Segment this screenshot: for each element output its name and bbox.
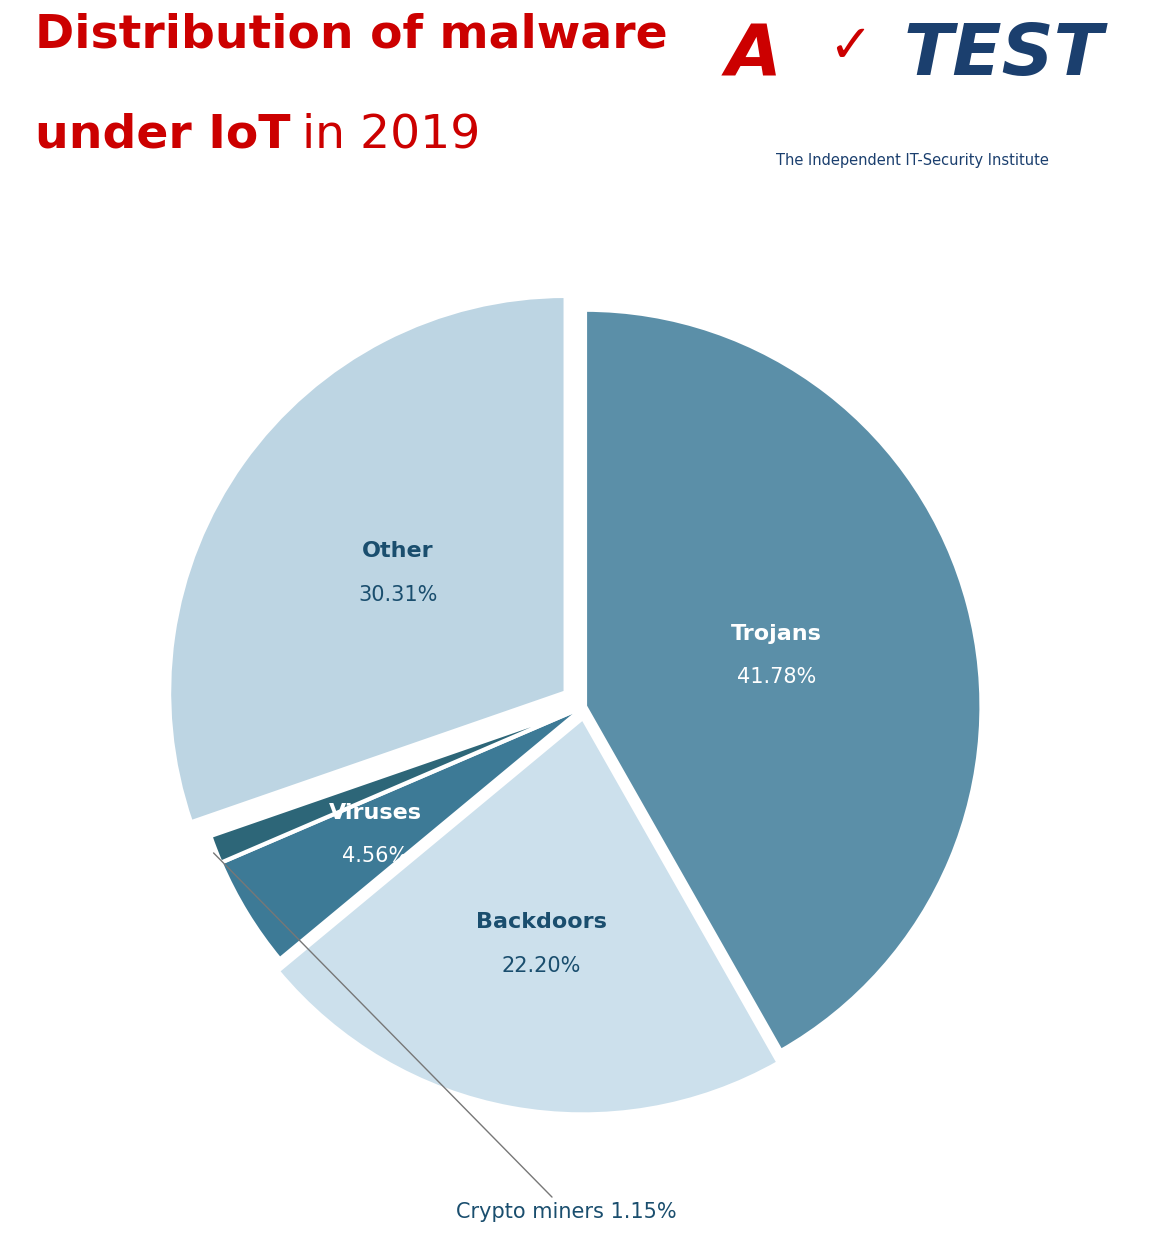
Text: TEST: TEST [903, 21, 1103, 90]
Text: A: A [725, 21, 782, 90]
Text: 4.56%: 4.56% [342, 846, 408, 866]
Text: 41.78%: 41.78% [737, 668, 817, 688]
Text: Other: Other [362, 541, 433, 561]
Text: The Independent IT-Security Institute: The Independent IT-Security Institute [776, 152, 1049, 167]
Wedge shape [170, 296, 565, 823]
Text: 22.20%: 22.20% [502, 957, 581, 976]
Text: in 2019: in 2019 [288, 113, 481, 159]
Wedge shape [211, 706, 585, 862]
Text: 30.31%: 30.31% [358, 585, 438, 605]
Text: Crypto miners 1.15%: Crypto miners 1.15% [214, 852, 676, 1222]
Text: Viruses: Viruses [329, 803, 422, 823]
Wedge shape [585, 310, 982, 1051]
Text: under IoT: under IoT [35, 113, 290, 159]
Wedge shape [277, 717, 779, 1114]
Text: Trojans: Trojans [731, 623, 823, 644]
Text: Backdoors: Backdoors [476, 912, 607, 932]
Wedge shape [221, 706, 585, 959]
Text: ✓: ✓ [828, 21, 873, 73]
Text: Distribution of malware: Distribution of malware [35, 12, 668, 57]
